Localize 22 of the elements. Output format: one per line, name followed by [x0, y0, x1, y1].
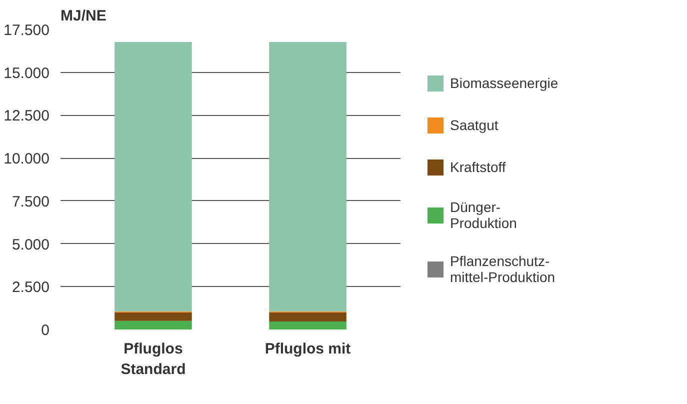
bar	[114, 312, 192, 321]
y-tick-label: 15.000	[4, 64, 50, 82]
legend-label: Dünger- Produktion	[450, 199, 517, 231]
y-tick-label: 10.000	[4, 150, 50, 168]
x-tick-label: Pfluglos mit	[264, 340, 351, 358]
legend-label: Kraftstoff	[450, 159, 506, 175]
y-tick-label: 0	[41, 322, 50, 339]
bar	[269, 312, 346, 322]
y-tick-label: 7.500	[12, 193, 50, 210]
bar	[114, 42, 192, 312]
y-tick-label: 17.500	[4, 22, 50, 39]
bar	[269, 42, 346, 312]
y-axis-title: MJ/NE	[60, 8, 106, 24]
y-tick-label: 12.500	[4, 108, 50, 125]
legend-label: Biomasseenergie	[450, 75, 558, 91]
bar	[114, 320, 192, 330]
y-tick-label: 5.000	[12, 236, 50, 254]
legend-label: Saatgut	[450, 117, 498, 133]
legend-label: Pflanzenschutz- mittel-Produktion	[450, 253, 556, 285]
bar	[269, 321, 346, 330]
y-tick-label: 2.500	[12, 279, 50, 296]
x-tick-label: Pfluglos Standard	[120, 340, 186, 378]
